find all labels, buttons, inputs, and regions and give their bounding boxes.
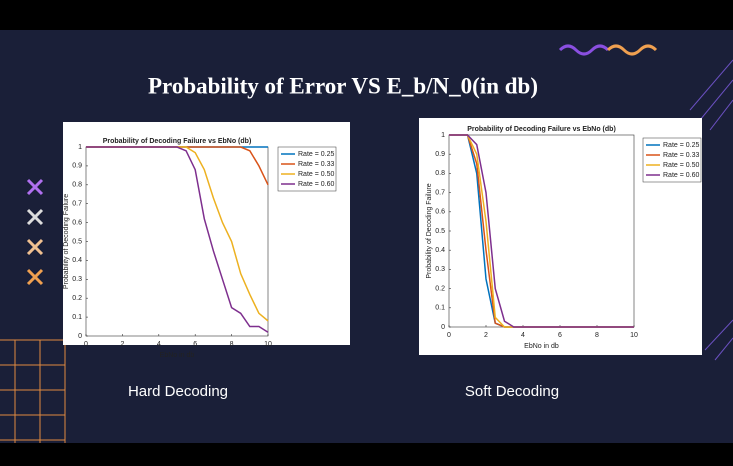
x-decoration [26, 178, 44, 286]
y-tick-label: 0.5 [435, 228, 445, 235]
y-axis-label: Probability of Decoding Failure [63, 194, 70, 289]
legend-label: Rate = 0.60 [298, 181, 334, 188]
caption: Soft Decoding [465, 383, 559, 400]
grid-decoration [0, 339, 66, 443]
y-tick-label: 0.3 [72, 276, 82, 283]
y-tick-label: 0.8 [435, 170, 445, 177]
legend-label: Rate = 0.25 [663, 142, 699, 149]
y-tick-label: 0.9 [435, 151, 445, 158]
diagonal-decoration [689, 59, 733, 361]
y-tick-label: 1 [441, 132, 445, 139]
y-tick-label: 0.4 [435, 247, 445, 254]
y-tick-label: 0.7 [72, 201, 82, 208]
x-tick-label: 10 [264, 341, 272, 348]
x-tick-label: 2 [484, 332, 488, 339]
legend-label: Rate = 0.60 [663, 172, 699, 179]
series-line [86, 146, 269, 333]
y-tick-label: 0.2 [435, 285, 445, 292]
x-tick-label: 4 [157, 341, 161, 348]
legend-label: Rate = 0.33 [298, 161, 334, 168]
chart: Probability of Decoding Failure vs EbNo … [63, 122, 350, 359]
caption: Hard Decoding [128, 383, 228, 400]
y-tick-label: 0.1 [435, 305, 445, 312]
slide-title: Probability of Error VS E_b/N_0(in db) [148, 73, 538, 98]
plot-area [85, 146, 269, 337]
x-tick-label: 6 [193, 341, 197, 348]
legend-label: Rate = 0.50 [663, 162, 699, 169]
y-tick-label: 1 [78, 144, 82, 151]
legend-label: Rate = 0.33 [663, 152, 699, 159]
y-tick-label: 0.1 [72, 314, 82, 321]
y-tick-label: 0.7 [435, 189, 445, 196]
y-tick-label: 0 [441, 324, 445, 331]
y-tick-label: 0.9 [72, 163, 82, 170]
y-tick-label: 0.3 [435, 266, 445, 273]
legend-label: Rate = 0.25 [298, 151, 334, 158]
chart-title: Probability of Decoding Failure vs EbNo … [103, 138, 252, 145]
plot-area [448, 134, 635, 328]
wave-decoration [558, 44, 658, 56]
y-tick-label: 0.8 [72, 182, 82, 189]
x-tick-label: 8 [595, 332, 599, 339]
y-tick-label: 0 [78, 333, 82, 340]
legend-label: Rate = 0.50 [298, 171, 334, 178]
y-tick-label: 0.6 [435, 209, 445, 216]
x-tick-label: 2 [120, 341, 124, 348]
chart: Probability of Decoding Failure vs EbNo … [419, 118, 702, 355]
y-tick-label: 0.2 [72, 295, 82, 302]
chart-title: Probability of Decoding Failure vs EbNo … [467, 126, 616, 133]
x-tick-label: 4 [521, 332, 525, 339]
x-tick-label: 0 [84, 341, 88, 348]
y-tick-label: 0.4 [72, 257, 82, 264]
series-line [449, 134, 634, 328]
x-tick-label: 8 [230, 341, 234, 348]
x-axis-label: EbNo in db [160, 352, 195, 359]
x-tick-label: 0 [447, 332, 451, 339]
x-tick-label: 6 [558, 332, 562, 339]
x-tick-label: 10 [630, 332, 638, 339]
y-axis-label: Probability of Decoding Failure [426, 183, 433, 278]
x-axis-label: EbNo in db [524, 343, 559, 350]
y-tick-label: 0.6 [72, 219, 82, 226]
y-tick-label: 0.5 [72, 238, 82, 245]
